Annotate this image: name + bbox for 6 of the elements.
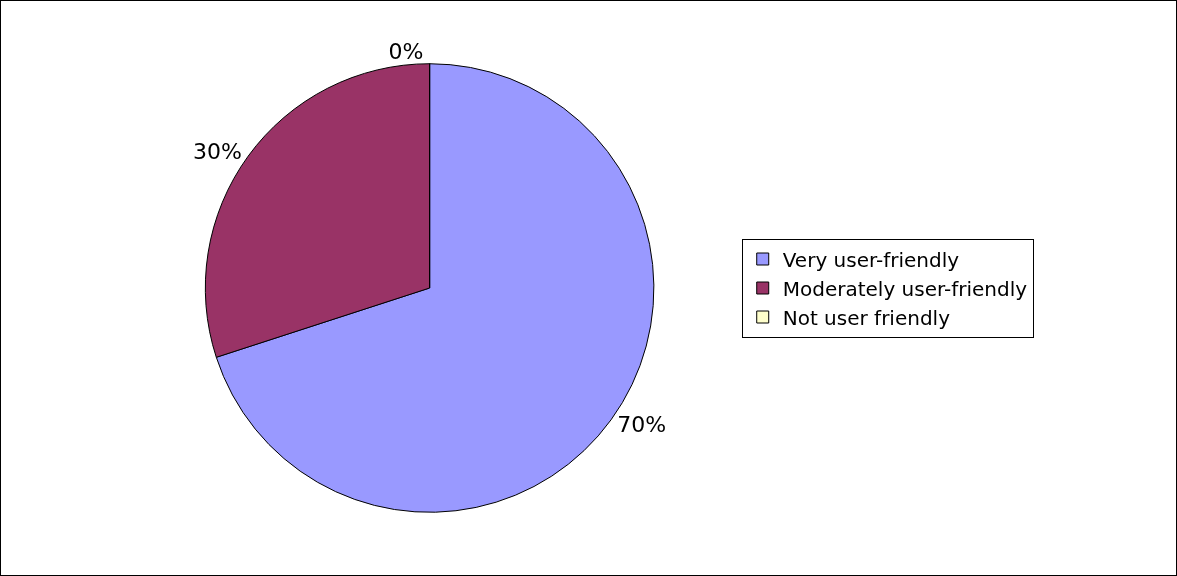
legend-label: Very user-friendly — [782, 247, 960, 272]
text: 0% — [388, 38, 424, 64]
legend-label: Moderately user-friendly — [782, 276, 1028, 301]
data-label: 70% — [617, 411, 667, 437]
data-label: 30% — [193, 139, 242, 165]
legend-label: Not user friendly — [782, 305, 951, 330]
